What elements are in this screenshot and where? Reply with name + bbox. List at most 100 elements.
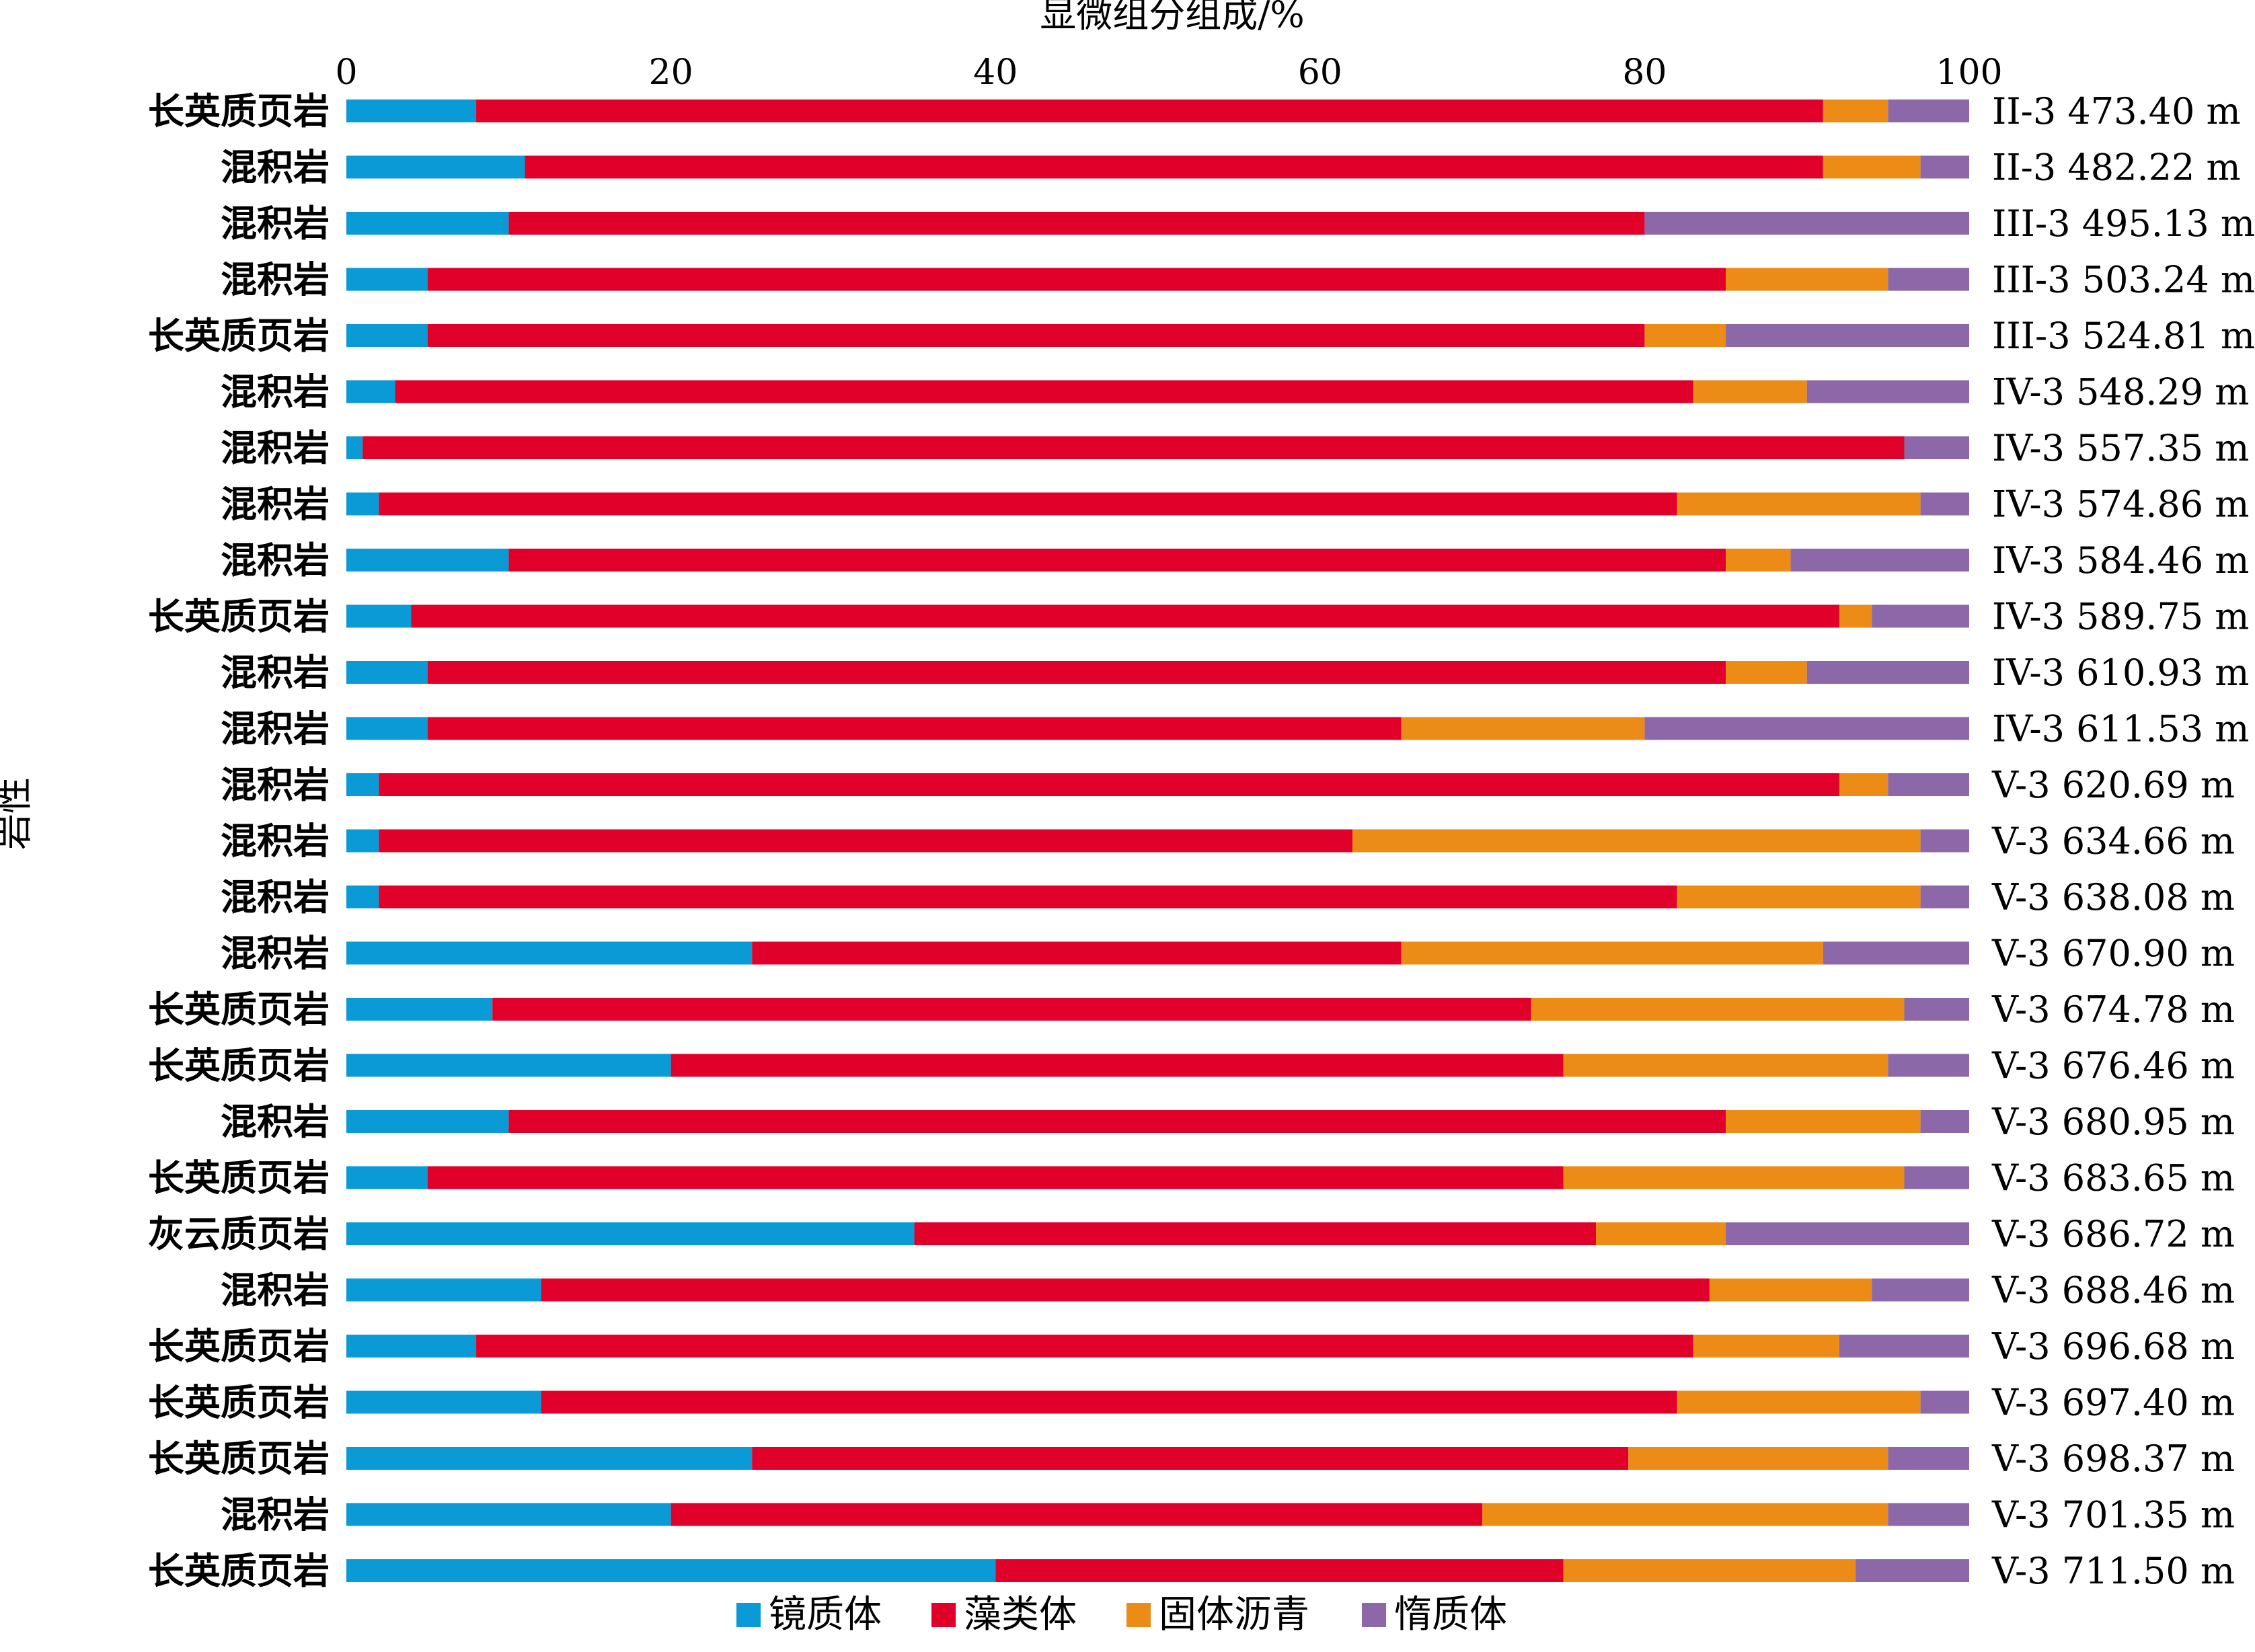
bar-segment <box>1709 1278 1872 1302</box>
bar-segment <box>346 941 753 965</box>
bar-row: 混积岩 V-3 620.69 m <box>221 763 2235 806</box>
bar-segment <box>1888 1503 1969 1526</box>
bar-segment <box>346 549 509 572</box>
bar-row: 长英质页岩 IV-3 589.75 m <box>148 595 2249 638</box>
bar-segment <box>1823 941 1969 965</box>
bar-segment <box>1823 100 1888 122</box>
bar-segment <box>1596 1222 1726 1245</box>
bar-segment <box>1726 268 1888 291</box>
bar-segment <box>346 100 477 122</box>
bar-row: 混积岩 II-3 482.22 m <box>221 146 2241 189</box>
bar-row: 混积岩 IV-3 584.46 m <box>221 539 2249 582</box>
sample-depth-label: II-3 482.22 m <box>1992 147 2241 189</box>
bar-row: 长英质页岩 V-3 676.46 m <box>148 1044 2235 1087</box>
category-label: 长英质页岩 <box>148 1549 330 1592</box>
bar-row: 长英质页岩 V-3 683.65 m <box>148 1156 2235 1199</box>
bar-segment <box>914 1222 1597 1245</box>
bar-segment <box>1920 492 1969 516</box>
sample-depth-label: III-3 524.81 m <box>1992 315 2255 357</box>
bar-segment <box>346 1110 509 1133</box>
bar-segment <box>1904 1166 1969 1189</box>
bar-segment <box>346 1335 477 1358</box>
x-axis-title: 显微组分组成/% <box>1040 0 1305 36</box>
bar-segment <box>1920 155 1969 179</box>
bar-segment <box>1726 324 1969 347</box>
bar-segment <box>1839 604 1872 628</box>
bar-segment <box>476 1335 1693 1358</box>
legend: 镜质体 藻类体 固体沥青 惰质体 <box>736 1593 1507 1637</box>
bar-row: 混积岩 V-3 688.46 m <box>221 1269 2235 1312</box>
category-label: 长英质页岩 <box>148 1156 330 1199</box>
bar-segment <box>427 661 1726 684</box>
sample-depth-label: V-3 711.50 m <box>1991 1550 2235 1592</box>
bar-segment <box>346 155 525 179</box>
legend-swatch <box>1126 1603 1151 1627</box>
bar-segment <box>508 1110 1726 1133</box>
category-label: 混积岩 <box>221 539 330 582</box>
bar-segment <box>346 1278 541 1302</box>
bar-row: 混积岩 III-3 495.13 m <box>221 202 2255 245</box>
sample-depth-label: V-3 674.78 m <box>1991 988 2235 1031</box>
bar-segment <box>1920 1110 1969 1133</box>
bar-segment <box>1677 1390 1921 1414</box>
sample-depth-label: IV-3 574.86 m <box>1992 483 2249 526</box>
bar-segment <box>1677 886 1921 908</box>
sample-depth-label: IV-3 610.93 m <box>1992 652 2249 694</box>
category-label: 混积岩 <box>221 258 330 301</box>
bar-row: 混积岩 V-3 680.95 m <box>221 1100 2235 1143</box>
bar-segment <box>427 717 1402 740</box>
sample-depth-label: V-3 620.69 m <box>1991 764 2235 806</box>
bar-segment <box>1888 773 1969 796</box>
bar-segment <box>1806 661 1969 684</box>
category-label: 长英质页岩 <box>148 1325 330 1368</box>
sample-depth-label: V-3 670.90 m <box>1991 933 2235 975</box>
bar-segment <box>346 1390 541 1414</box>
bar-segment <box>346 212 509 235</box>
bar-segment <box>671 1054 1564 1077</box>
bar-segment <box>1563 1166 1905 1189</box>
bar-row: 长英质页岩 V-3 674.78 m <box>148 988 2235 1031</box>
bar-segment <box>1693 380 1807 403</box>
bar-segment <box>1352 829 1921 853</box>
bar-segment <box>346 1054 671 1077</box>
bar-segment <box>1726 661 1807 684</box>
bar-segment <box>1856 1559 1969 1582</box>
sample-depth-label: V-3 698.37 m <box>1991 1438 2235 1480</box>
sample-depth-label: IV-3 611.53 m <box>1992 708 2249 750</box>
bar-segment <box>1531 998 1905 1021</box>
bar-segment <box>1823 155 1921 179</box>
bar-segment <box>395 380 1693 403</box>
sample-depth-label: IV-3 584.46 m <box>1992 539 2249 582</box>
bar-segment <box>427 324 1645 347</box>
bar-segment <box>1920 829 1969 853</box>
bar-segment <box>1563 1054 1888 1077</box>
legend-swatch <box>1362 1603 1386 1627</box>
bar-segment <box>1644 212 1969 235</box>
sample-depth-label: V-3 680.95 m <box>1991 1101 2235 1143</box>
bar-segment <box>476 100 1823 122</box>
bar-segment <box>492 998 1531 1021</box>
bar-row: 混积岩 IV-3 548.29 m <box>221 370 2249 414</box>
bar-segment <box>1401 941 1823 965</box>
bar-segment <box>1790 549 1969 572</box>
bar-row: 混积岩 III-3 503.24 m <box>221 258 2255 301</box>
sample-depth-label: V-3 697.40 m <box>1991 1382 2235 1424</box>
bar-segment <box>346 492 379 516</box>
category-label: 混积岩 <box>221 1493 330 1536</box>
bar-segment <box>1401 717 1645 740</box>
legend-swatch <box>931 1603 956 1627</box>
x-tick-label: 20 <box>649 52 693 93</box>
bar-segment <box>541 1278 1710 1302</box>
bar-row: 混积岩 IV-3 610.93 m <box>221 651 2249 694</box>
sample-depth-label: V-3 701.35 m <box>1991 1494 2235 1536</box>
sample-depth-label: IV-3 557.35 m <box>1992 427 2249 469</box>
bar-segment <box>1904 998 1969 1021</box>
category-label: 混积岩 <box>221 146 330 189</box>
category-label: 长英质页岩 <box>148 89 330 132</box>
bar-segment <box>346 998 493 1021</box>
bar-segment <box>362 436 1905 459</box>
sample-depth-label: V-3 683.65 m <box>1991 1157 2235 1199</box>
bar-row: 混积岩 IV-3 574.86 m <box>221 483 2249 526</box>
